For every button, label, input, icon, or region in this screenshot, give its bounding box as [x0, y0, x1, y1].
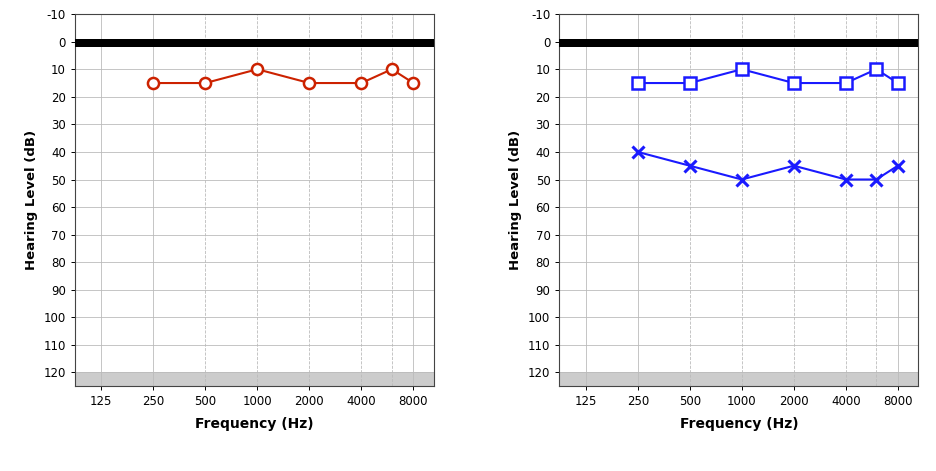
Bar	[75, 373, 433, 386]
Y-axis label: Hearing Level (dB): Hearing Level (dB)	[509, 130, 522, 270]
Y-axis label: Hearing Level (dB): Hearing Level (dB)	[25, 130, 38, 270]
X-axis label: Frequency (Hz): Frequency (Hz)	[195, 416, 314, 430]
Bar	[559, 39, 917, 47]
X-axis label: Frequency (Hz): Frequency (Hz)	[679, 416, 797, 430]
Bar	[75, 39, 433, 47]
Bar	[559, 373, 917, 386]
